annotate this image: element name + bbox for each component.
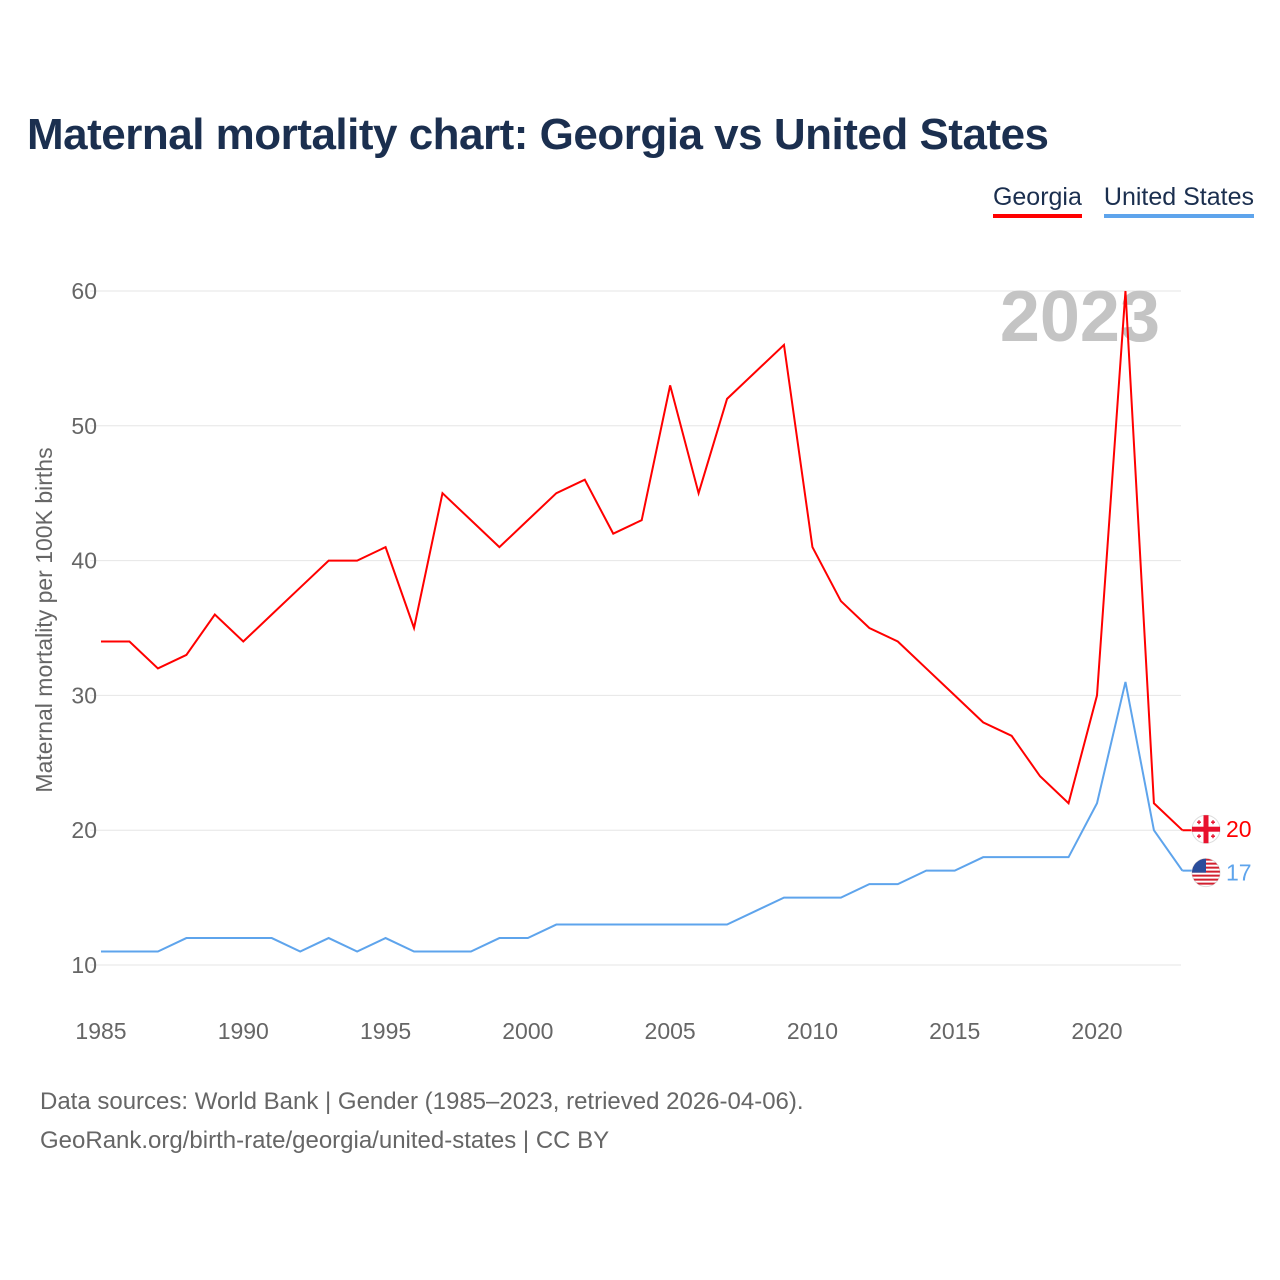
x-tick-label: 1995: [360, 1018, 411, 1044]
georgia-flag-icon: [1191, 814, 1221, 844]
y-tick-label: 20: [71, 817, 97, 843]
x-tick-label: 1990: [218, 1018, 269, 1044]
y-tick-label: 30: [71, 682, 97, 708]
y-axis-label: Maternal mortality per 100K births: [31, 447, 57, 792]
legend: Georgia United States: [992, 183, 1254, 218]
footer-link: GeoRank.org/birth-rate/georgia/united-st…: [40, 1127, 610, 1154]
x-tick-label: 2015: [929, 1018, 980, 1044]
x-tick-label: 2010: [787, 1018, 838, 1044]
x-tick-label: 2005: [645, 1018, 696, 1044]
x-tick-label: 2020: [1071, 1018, 1122, 1044]
y-tick-label: 60: [71, 278, 97, 304]
legend-united-states[interactable]: United States: [1103, 183, 1254, 218]
y-tick-label: 10: [71, 952, 97, 978]
series-line-united-states: [101, 681, 1184, 953]
y-tick-label: 40: [71, 548, 97, 574]
chart-title: Maternal mortality chart: Georgia vs Uni…: [27, 110, 1049, 159]
x-tick-label: 1985: [75, 1018, 126, 1044]
y-tick-label: 50: [71, 413, 97, 439]
series-line-georgia: [101, 290, 1184, 831]
footer-sources: Data sources: World Bank | Gender (1985–…: [40, 1088, 804, 1115]
x-tick-label: 2000: [502, 1018, 553, 1044]
us-flag-icon: [1191, 858, 1221, 888]
year-watermark: 2023: [1000, 277, 1160, 357]
end-value-label: 17: [1226, 860, 1252, 886]
end-value-label: 20: [1226, 816, 1252, 842]
legend-georgia[interactable]: Georgia: [992, 183, 1082, 218]
